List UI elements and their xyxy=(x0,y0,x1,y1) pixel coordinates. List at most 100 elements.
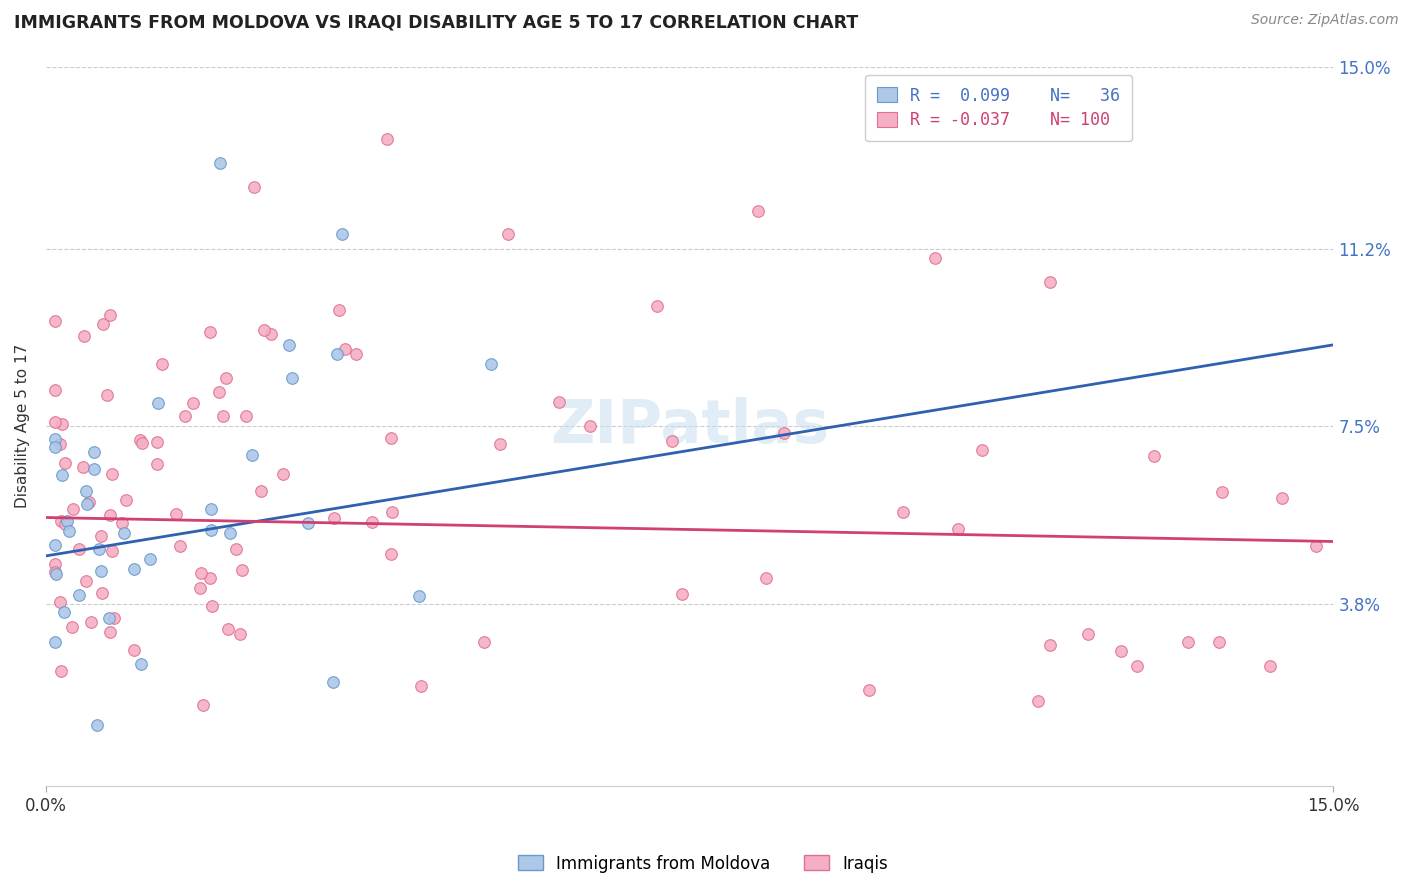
Point xyxy=(98,625,121,640)
Point xyxy=(671,587,693,601)
Point xyxy=(150,357,173,371)
Point xyxy=(218,525,240,540)
Point xyxy=(83,445,105,459)
Point xyxy=(472,635,495,649)
Point xyxy=(235,409,257,423)
Point xyxy=(215,371,238,385)
Point xyxy=(1260,659,1282,673)
Point xyxy=(49,514,72,528)
Point xyxy=(115,492,138,507)
Point xyxy=(56,514,79,528)
Point xyxy=(191,698,214,712)
Point xyxy=(146,396,169,410)
Point xyxy=(1028,693,1050,707)
Point xyxy=(1039,638,1062,652)
Point xyxy=(79,495,101,509)
Legend: R =  0.099    N=   36, R = -0.037    N= 100: R = 0.099 N= 36, R = -0.037 N= 100 xyxy=(865,75,1132,141)
Point xyxy=(129,657,152,672)
Point xyxy=(1177,635,1199,649)
Point xyxy=(146,458,169,472)
Point xyxy=(83,462,105,476)
Point xyxy=(772,426,794,441)
Point xyxy=(231,563,253,577)
Point xyxy=(131,436,153,450)
Point xyxy=(260,326,283,341)
Point xyxy=(129,433,152,447)
Point xyxy=(217,622,239,636)
Point xyxy=(44,565,66,579)
Point xyxy=(49,664,72,678)
Point xyxy=(755,571,778,585)
Point xyxy=(1126,659,1149,673)
Point xyxy=(225,542,247,557)
Point xyxy=(101,544,124,558)
Point xyxy=(661,434,683,448)
Point xyxy=(49,595,72,609)
Point xyxy=(891,505,914,519)
Point xyxy=(201,599,224,614)
Point xyxy=(858,683,880,698)
Point xyxy=(328,303,350,318)
Point xyxy=(360,516,382,530)
Point xyxy=(948,522,970,536)
Text: Source: ZipAtlas.com: Source: ZipAtlas.com xyxy=(1251,13,1399,28)
Point xyxy=(67,542,90,557)
Point xyxy=(96,388,118,402)
Point xyxy=(1077,627,1099,641)
Point xyxy=(277,338,299,352)
Y-axis label: Disability Age 5 to 17: Disability Age 5 to 17 xyxy=(15,344,30,508)
Point xyxy=(76,497,98,511)
Point xyxy=(44,557,66,571)
Point xyxy=(1109,644,1132,658)
Point xyxy=(479,357,502,371)
Point xyxy=(200,523,222,537)
Point xyxy=(271,467,294,482)
Point xyxy=(190,566,212,580)
Point xyxy=(381,505,404,519)
Point xyxy=(73,329,96,343)
Point xyxy=(380,431,402,445)
Point xyxy=(103,611,125,625)
Point xyxy=(90,529,112,543)
Point xyxy=(93,318,115,332)
Point xyxy=(174,409,197,424)
Point xyxy=(647,300,669,314)
Point xyxy=(240,448,263,462)
Point xyxy=(122,562,145,576)
Point xyxy=(1143,449,1166,463)
Point xyxy=(80,615,103,629)
Point xyxy=(44,314,66,328)
Point xyxy=(408,589,430,603)
Point xyxy=(52,606,75,620)
Point xyxy=(122,642,145,657)
Point xyxy=(49,436,72,450)
Point xyxy=(53,456,76,470)
Text: ZIPatlas: ZIPatlas xyxy=(550,397,830,456)
Point xyxy=(208,155,231,169)
Point xyxy=(1211,484,1233,499)
Point xyxy=(139,552,162,566)
Point xyxy=(44,635,66,649)
Point xyxy=(75,484,97,499)
Point xyxy=(489,437,512,451)
Point xyxy=(496,227,519,242)
Point xyxy=(1305,539,1327,553)
Point xyxy=(325,347,347,361)
Point xyxy=(229,627,252,641)
Point xyxy=(207,385,229,400)
Point xyxy=(53,516,76,531)
Point xyxy=(67,588,90,602)
Point xyxy=(409,679,432,693)
Point xyxy=(87,542,110,557)
Point xyxy=(145,435,167,450)
Point xyxy=(98,611,121,625)
Point xyxy=(45,567,67,582)
Point xyxy=(44,415,66,429)
Point xyxy=(169,539,191,553)
Point xyxy=(200,502,222,516)
Point xyxy=(86,718,108,732)
Legend: Immigrants from Moldova, Iraqis: Immigrants from Moldova, Iraqis xyxy=(512,848,894,880)
Point xyxy=(101,467,124,481)
Point xyxy=(579,419,602,434)
Point xyxy=(198,571,221,585)
